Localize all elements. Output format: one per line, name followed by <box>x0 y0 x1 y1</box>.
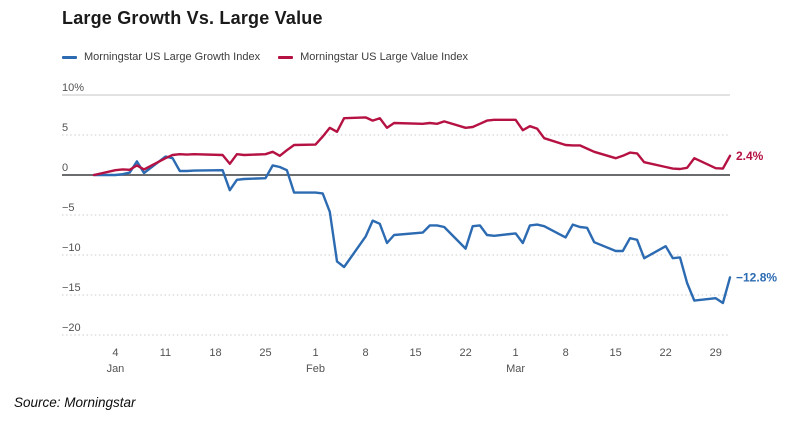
x-axis-tick-label: 22 <box>459 347 471 359</box>
y-axis-tick-label: −10 <box>62 242 81 254</box>
legend-item: Morningstar US Large Growth Index <box>62 51 260 63</box>
y-axis-tick-label: 10% <box>62 82 84 94</box>
y-axis-tick-label: −20 <box>62 322 81 334</box>
x-axis-tick-label: 8 <box>563 347 569 359</box>
x-axis-month-label: Jan <box>107 363 125 375</box>
x-axis-month-label: Feb <box>306 363 325 375</box>
series-end-value-label: −12.8% <box>736 270 777 284</box>
legend-item: Morningstar US Large Value Index <box>278 51 468 63</box>
chart-legend: Morningstar US Large Growth Index Morning… <box>62 51 486 63</box>
y-axis-tick-label: 5 <box>62 122 68 134</box>
x-axis-tick-label: 15 <box>409 347 421 359</box>
source-note: Source: Morningstar <box>14 395 136 410</box>
x-axis-tick-label: 4 <box>112 347 118 359</box>
x-axis-tick-label: 1 <box>312 347 318 359</box>
x-axis-tick-label: 1 <box>513 347 519 359</box>
x-axis-tick-label: 11 <box>160 347 171 359</box>
x-axis-tick-label: 18 <box>209 347 221 359</box>
page-title: Large Growth Vs. Large Value <box>62 8 323 28</box>
x-axis-tick-label: 22 <box>660 347 672 359</box>
x-axis-tick-label: 25 <box>259 347 271 359</box>
series-line <box>92 155 732 305</box>
legend-swatch-line <box>62 55 77 59</box>
x-axis-tick-label: 15 <box>610 347 622 359</box>
y-axis-tick-label: 0 <box>62 162 68 174</box>
series-line <box>92 116 732 177</box>
legend-swatch-line <box>278 55 294 59</box>
x-axis-tick-label: 29 <box>710 347 722 359</box>
y-axis-tick-label: −15 <box>62 282 81 294</box>
series-end-value-label: 2.4% <box>736 149 764 163</box>
x-axis-tick-label: 8 <box>362 347 368 359</box>
legend-item-label: Morningstar US Large Value Index <box>300 51 469 63</box>
legend-item-label: Morningstar US Large Growth Index <box>84 51 261 63</box>
x-axis-month-label: Mar <box>506 363 525 375</box>
y-axis-tick-label: −5 <box>62 202 75 214</box>
